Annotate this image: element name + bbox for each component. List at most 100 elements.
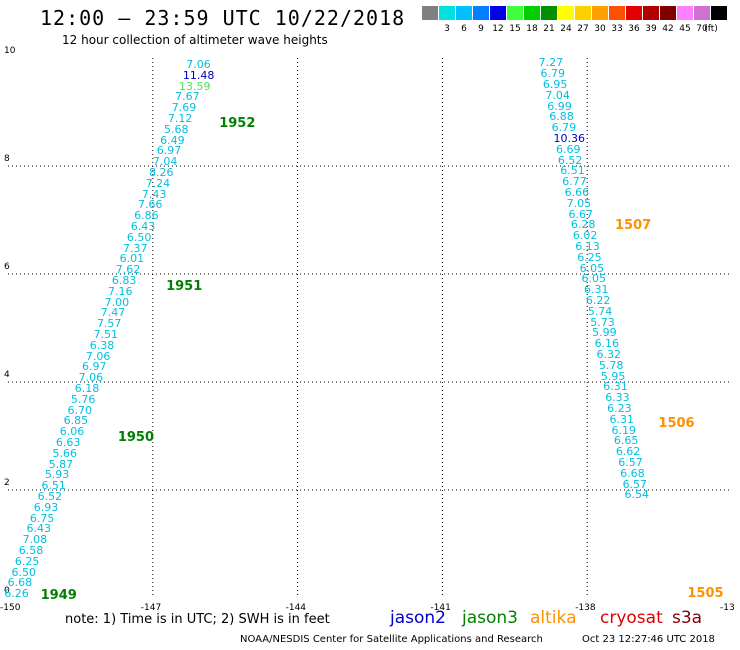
color-scale-label: 15 [509, 24, 521, 34]
wave-height-reading: 6.70 [67, 403, 93, 417]
satellite-legend-cryosat: cryosat [600, 608, 663, 628]
wave-height-reading: 6.93 [33, 500, 59, 514]
color-scale-label: 45 [679, 24, 691, 34]
x-tick-label: -13 [720, 603, 735, 613]
x-tick-label: -147 [140, 603, 162, 613]
wave-height-reading: 6.06 [59, 425, 85, 439]
color-swatch [439, 6, 455, 20]
y-tick-label: 2 [4, 478, 10, 488]
wave-height-reading: 5.68 [164, 122, 189, 136]
color-swatch [490, 6, 506, 20]
color-scale-label: 30 [594, 24, 606, 34]
wave-height-reading: 6.19 [611, 423, 636, 437]
wave-height-reading: 6.26 [4, 587, 29, 601]
wave-height-reading: 7.12 [167, 112, 193, 126]
wave-height-reading: 7.43 [141, 187, 167, 201]
wave-height-reading: 6.88 [549, 110, 574, 124]
units-note: note: 1) Time is in UTC; 2) SWH is in fe… [65, 612, 330, 627]
wave-height-reading: 6.66 [564, 186, 590, 199]
wave-height-reading: 11.48 [182, 68, 215, 82]
wave-height-reading: 7.51 [93, 328, 119, 342]
wave-height-reading: 6.57 [622, 477, 648, 491]
wave-height-reading: 6.79 [551, 121, 577, 135]
wave-height-reading: 6.31 [603, 380, 628, 394]
y-tick-label: 4 [4, 370, 10, 380]
satellite-legend-s3a: s3a [672, 608, 703, 628]
color-swatch [575, 6, 591, 20]
wave-height-reading: 6.28 [570, 218, 596, 232]
wave-height-reading: 5.73 [590, 315, 615, 329]
wave-height-reading: 6.22 [585, 294, 611, 307]
wave-height-reading: 6.52 [557, 153, 583, 167]
wave-height-reading: 6.50 [11, 565, 37, 579]
wave-height-reading: 5.93 [44, 468, 70, 482]
wave-height-reading: 7.04 [152, 155, 178, 169]
wave-height-reading: 6.50 [126, 230, 152, 244]
color-scale-label: 36 [628, 24, 640, 34]
wave-height-reading: 7.16 [108, 284, 133, 298]
wave-height-reading: 6.67 [568, 207, 594, 221]
wave-height-reading: 7.06 [186, 58, 211, 72]
color-swatch [660, 6, 676, 20]
wave-height-reading: 6.33 [605, 391, 630, 405]
wave-height-reading: 7.67 [175, 90, 200, 104]
wave-height-reading: 6.86 [134, 209, 159, 223]
color-scale-label: 6 [461, 24, 467, 34]
x-tick-label: -150 [0, 603, 21, 613]
color-scale-unit: (ft) [704, 24, 718, 34]
y-tick-label: 6 [4, 262, 10, 272]
orbit-rev-label: 1952 [219, 115, 256, 131]
wave-height-reading: 5.95 [600, 369, 626, 383]
y-tick-label: 10 [4, 46, 16, 56]
wave-height-reading: 6.38 [89, 338, 115, 352]
satellite-legend-altika: altika [530, 608, 577, 628]
color-scale-label: 21 [543, 24, 555, 34]
orbit-rev-label: 1505 [687, 586, 724, 602]
wave-height-reading: 6.02 [572, 229, 598, 243]
color-swatch [558, 6, 574, 20]
satellite-legend-jason3: jason3 [462, 608, 518, 628]
wave-height-reading: 6.49 [160, 133, 185, 147]
satellite-legend-jason2: jason2 [390, 608, 446, 628]
wave-height-reading: 7.05 [566, 196, 592, 210]
wave-height-reading: 6.63 [55, 436, 81, 450]
color-swatch [626, 6, 642, 20]
map-subtitle: 12 hour collection of altimeter wave hei… [62, 33, 328, 47]
wave-height-reading: 6.01 [119, 252, 145, 266]
wave-height-reading: 6.65 [613, 434, 639, 448]
wave-height-reading: 6.95 [542, 78, 568, 91]
wave-height-reading: 5.99 [592, 326, 617, 340]
wave-height-reading: 6.05 [581, 272, 607, 286]
orbit-rev-label: 1949 [40, 587, 77, 603]
wave-height-reading: 6.31 [583, 283, 609, 297]
wave-height-reading: 5.66 [52, 446, 78, 460]
wave-height-reading: 13.59 [179, 79, 211, 93]
wave-height-reading: 7.37 [123, 241, 148, 255]
wave-height-reading: 6.05 [579, 261, 605, 275]
wave-height-reading: 6.16 [594, 337, 620, 351]
color-scale-label: 70 [696, 24, 708, 34]
wave-height-reading: 6.43 [26, 522, 51, 536]
wave-height-reading: 5.87 [48, 457, 74, 471]
color-swatch [507, 6, 523, 20]
color-swatch [711, 6, 727, 20]
color-swatch [592, 6, 608, 20]
wave-height-reading: 6.13 [575, 240, 600, 253]
color-swatch [473, 6, 489, 20]
color-swatch [609, 6, 625, 20]
color-swatch [456, 6, 472, 20]
color-scale-label: 39 [645, 24, 657, 34]
wave-height-reading: 7.08 [22, 533, 48, 547]
wave-height-reading: 6.97 [156, 144, 182, 158]
wave-height-reading: 7.62 [115, 263, 141, 277]
color-swatch [524, 6, 540, 20]
wave-height-reading: 6.69 [555, 142, 581, 156]
wave-height-reading: 6.25 [14, 554, 40, 568]
wave-height-reading: 5.76 [70, 392, 96, 406]
wave-height-reading: 7.00 [104, 295, 130, 309]
wave-height-reading: 6.58 [18, 544, 44, 558]
color-swatch [643, 6, 659, 20]
color-scale-label: 33 [611, 24, 623, 34]
wave-height-reading: 8.26 [149, 166, 174, 180]
